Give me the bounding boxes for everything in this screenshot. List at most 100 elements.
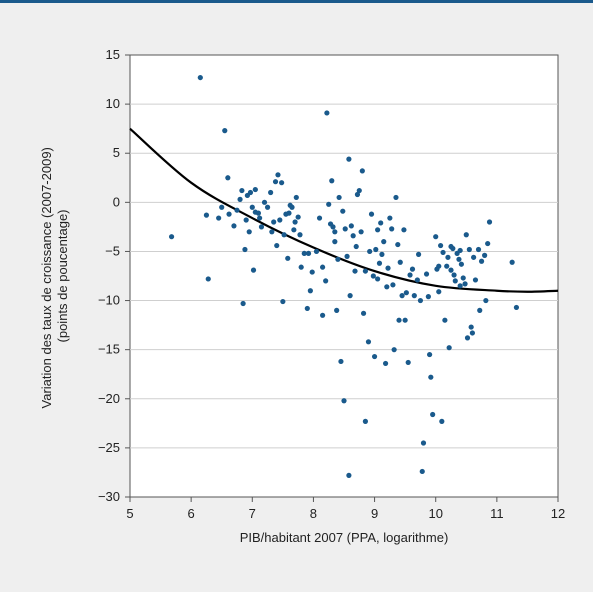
data-point: [436, 289, 442, 295]
data-point: [378, 220, 384, 226]
data-point: [486, 219, 493, 225]
data-point: [359, 168, 365, 174]
data-point: [375, 227, 381, 233]
data-point: [316, 215, 323, 221]
data-point: [509, 259, 515, 265]
data-point: [384, 284, 390, 290]
x-tick-label: 6: [188, 506, 195, 521]
x-tick-label: 5: [126, 506, 133, 521]
data-point: [240, 300, 246, 307]
data-point: [381, 239, 387, 245]
data-point: [390, 282, 396, 288]
data-point: [379, 251, 385, 257]
data-point: [407, 272, 413, 278]
data-point: [360, 310, 367, 316]
data-point: [231, 223, 237, 229]
data-point: [324, 110, 330, 116]
x-tick-label: 10: [428, 506, 442, 521]
data-point: [222, 128, 228, 134]
data-point: [365, 339, 372, 345]
data-point: [411, 293, 417, 299]
data-point: [468, 324, 474, 330]
x-axis-ticks: 5 6 7 8 9 10 11 12: [126, 497, 565, 521]
data-point: [285, 255, 291, 261]
data-point: [219, 204, 225, 210]
data-point: [375, 276, 381, 282]
data-point: [293, 194, 299, 201]
y-tick-label: −20: [98, 391, 120, 406]
data-point: [395, 241, 401, 248]
data-point: [335, 256, 341, 262]
data-point: [242, 246, 248, 253]
data-point: [353, 243, 359, 250]
x-tick-label: 8: [310, 506, 317, 521]
data-point: [409, 266, 416, 272]
data-point: [358, 229, 364, 235]
data-point: [457, 247, 463, 254]
data-point: [261, 199, 268, 205]
data-point: [264, 204, 271, 210]
y-tick-label: −5: [105, 243, 120, 258]
data-point: [295, 214, 301, 220]
data-point: [268, 189, 274, 196]
data-point: [425, 294, 431, 300]
data-point: [419, 468, 425, 475]
data-point: [347, 293, 353, 299]
data-point: [320, 312, 326, 318]
data-point: [326, 201, 332, 207]
data-point: [396, 317, 402, 323]
data-point: [415, 251, 422, 257]
data-point: [252, 186, 258, 193]
data-point: [320, 264, 326, 270]
x-tick-label: 11: [490, 506, 504, 521]
data-point: [269, 229, 275, 235]
data-point: [286, 210, 292, 216]
data-point: [257, 215, 263, 221]
y-axis-label: Variation des taux de croissance (2007-2…: [39, 144, 70, 409]
data-point: [330, 224, 336, 230]
data-point: [280, 298, 286, 305]
data-point: [279, 180, 285, 186]
data-point: [277, 217, 283, 223]
data-point: [451, 272, 457, 278]
data-point: [401, 227, 407, 233]
data-point: [323, 278, 329, 284]
data-point: [513, 304, 520, 311]
data-point: [436, 263, 442, 269]
data-point: [444, 263, 450, 269]
data-point: [382, 360, 389, 367]
data-point: [483, 297, 489, 304]
data-point: [356, 187, 362, 194]
data-point: [350, 233, 356, 239]
data-point: [342, 226, 348, 232]
y-tick-label: 0: [113, 194, 120, 209]
data-point: [197, 74, 203, 81]
data-point: [289, 204, 295, 210]
y-tick-label: 10: [106, 96, 120, 111]
data-point: [445, 254, 451, 260]
data-point: [402, 317, 408, 323]
data-point: [249, 204, 255, 210]
trend-curve-layer: [129, 127, 559, 293]
data-point: [403, 290, 409, 296]
data-point: [341, 398, 347, 404]
data-point: [332, 229, 338, 235]
y-tick-label: 5: [113, 145, 120, 160]
data-point: [258, 224, 265, 230]
data-point: [414, 277, 420, 283]
data-point: [405, 359, 411, 366]
data-point: [298, 264, 304, 270]
data-point: [292, 219, 298, 225]
data-point: [485, 240, 491, 247]
y-tick-label: 15: [106, 47, 120, 62]
data-point: [456, 256, 462, 262]
data-point: [205, 276, 211, 282]
data-point: [458, 261, 464, 267]
y-axis-label-line-2: (points de poucentage): [55, 210, 70, 343]
data-point: [246, 229, 252, 235]
data-point: [226, 211, 232, 217]
data-point: [482, 252, 488, 258]
data-point: [428, 374, 434, 380]
data-point: [440, 249, 446, 256]
